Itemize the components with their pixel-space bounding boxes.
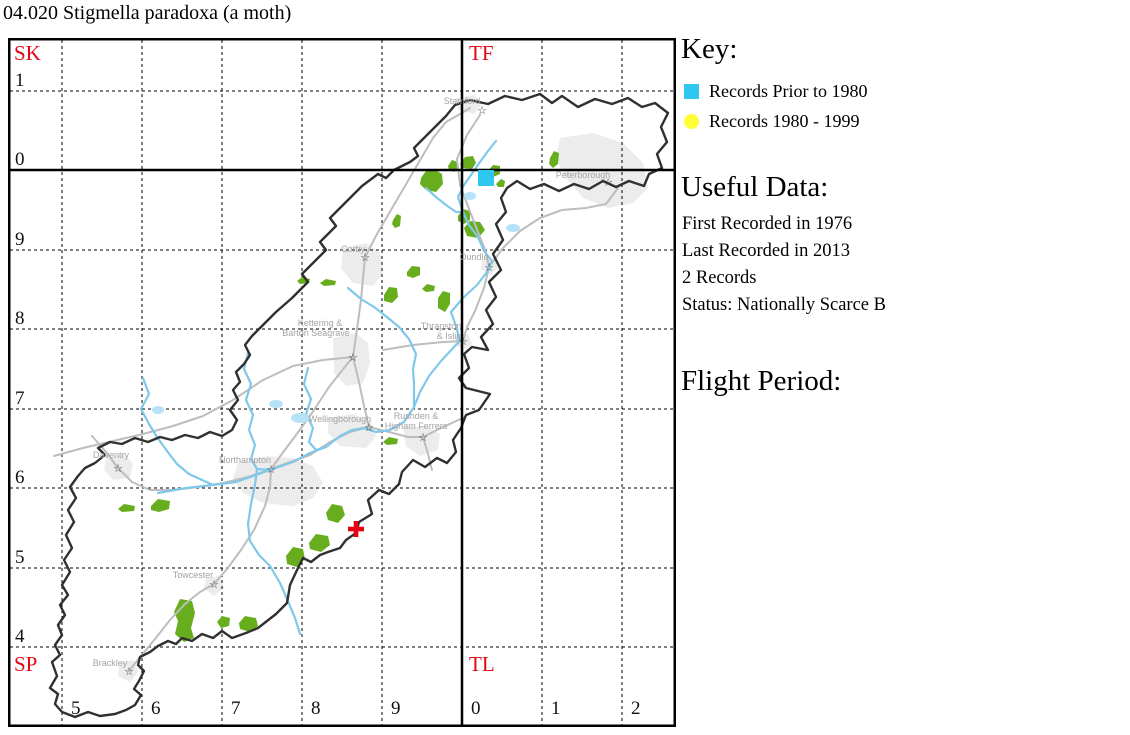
useful-data-line: First Recorded in 1976 [682,214,853,234]
map-svg: ☆Stamford☆Peterborough☆Corby☆Oundle☆Kett… [8,38,676,727]
grid-letter-tf: TF [469,41,494,65]
page-title: 04.020 Stigmella paradoxa (a moth) [3,2,292,24]
town-star-icon: ☆ [458,335,468,348]
town-star-icon: ☆ [266,463,276,476]
town-star-icon: ☆ [348,351,358,364]
town-label: Towcester [173,570,214,580]
key-item-label: Records 1980 - 1999 [709,110,860,131]
town-star-icon: ☆ [484,261,494,274]
woodland-layer [118,151,559,642]
key-legend: Records Prior to 1980 Records 1980 - 1999 [684,76,867,136]
grid-letter-sk: SK [14,41,41,65]
col-label-5: 5 [71,698,81,719]
row-label-4: 4 [15,626,25,647]
useful-data-heading: Useful Data: [681,171,829,203]
town-label: Brackley [93,658,128,668]
row-label-7: 7 [15,388,25,409]
useful-data-line: Status: Nationally Scarce B [682,295,886,315]
town-label: Corby [341,244,366,254]
key-square-swatch-icon [684,83,699,99]
row-label-1: 1 [15,70,25,91]
key-circle-swatch-icon [684,113,699,129]
key-item: Records Prior to 1980 [684,76,867,106]
urban-areas-layer [104,95,648,682]
town-label: Rushden & [394,411,439,421]
town-label: Barton Seagrave [282,328,350,338]
rivers-layer [139,139,498,636]
col-label-1: 1 [551,698,561,719]
grid-lines-layer [10,40,674,725]
key-item: Records 1980 - 1999 [684,106,867,136]
town-label: Higham Ferrers [385,421,448,431]
record-prior-1980 [478,170,494,186]
useful-data-lines: First Recorded in 1976 Last Recorded in 2… [682,211,886,319]
town-label: & Islip [437,331,462,341]
col-label-2: 2 [631,698,641,719]
town-star-icon: ☆ [113,462,123,475]
useful-data-line: Last Recorded in 2013 [682,241,850,261]
row-label-8: 8 [15,308,25,329]
col-label-8: 8 [311,698,321,719]
flight-period-heading: Flight Period: [681,365,842,397]
town-label: Oundle [459,252,488,262]
useful-data-line: 2 Records [682,268,757,288]
lakes-layer [152,192,520,423]
towns-layer: ☆Stamford☆Peterborough☆Corby☆Oundle☆Kett… [93,96,613,678]
col-label-6: 6 [151,698,161,719]
town-star-icon: ☆ [364,421,374,434]
distribution-map: ☆ Stamford ☆ Peterborough ☆ Corby ☆ Oundle ☆ Kett… [8,38,676,727]
row-label-0: 0 [15,149,25,170]
town-star-icon: ☆ [603,176,613,189]
record-cross [348,521,364,537]
col-label-9: 9 [391,698,401,719]
town-label: Thrapston [421,321,462,331]
town-star-icon: ☆ [418,431,428,444]
row-label-5: 5 [15,547,25,568]
town-label: Stamford [444,96,481,106]
row-label-9: 9 [15,229,25,250]
records-layer [348,170,494,537]
town-label: Wellingborough [309,414,371,424]
grid-letter-tl: TL [469,652,495,676]
row-label-6: 6 [15,467,25,488]
key-item-label: Records Prior to 1980 [709,80,868,101]
col-label-0: 0 [471,698,481,719]
key-heading: Key: [681,33,738,65]
col-label-7: 7 [231,698,241,719]
town-star-icon: ☆ [477,104,487,117]
town-label: Kettering & [298,318,343,328]
major-grid-layer [8,38,676,727]
town-label: Daventry [93,450,130,460]
roads-layer [53,107,619,672]
town-label: Peterborough [556,170,611,180]
town-label: Northampton [219,455,271,465]
county-boundary [48,92,670,719]
grid-letter-sp: SP [14,652,37,676]
town-star-icon: ☆ [209,578,219,591]
town-star-icon: ☆ [124,665,134,678]
town-star-icon: ☆ [360,251,370,264]
